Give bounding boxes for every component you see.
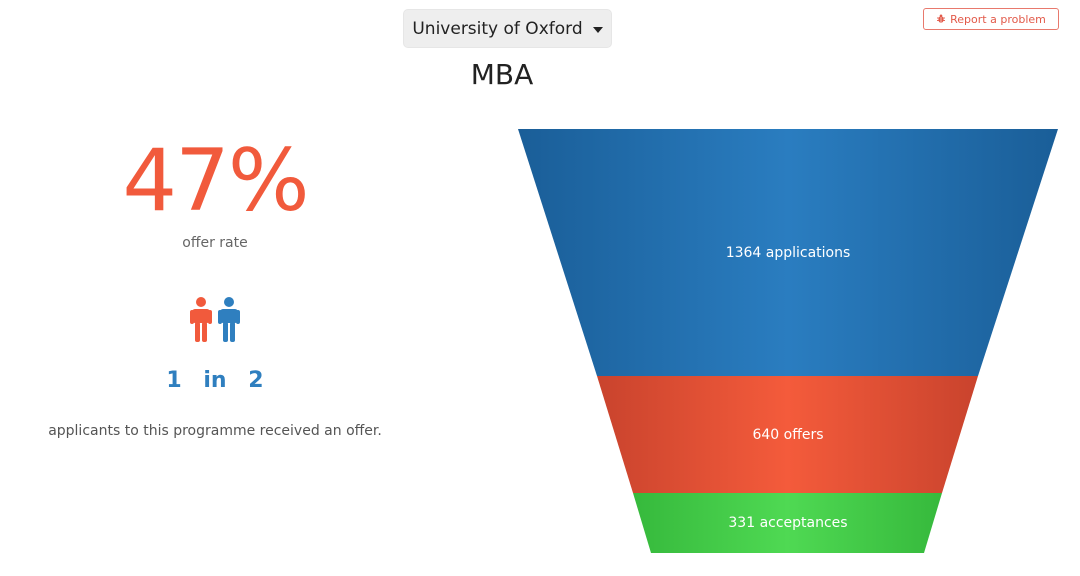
ratio-right: 2 [248, 368, 264, 393]
funnel-label-acceptances: 331 acceptances [728, 515, 847, 531]
funnel-label-applications: 1364 applications [726, 245, 851, 261]
university-dropdown-label: University of Oxford [412, 18, 583, 39]
offer-rate-value: 47% [122, 131, 309, 231]
offer-rate-label: offer rate [182, 235, 248, 251]
funnel-stage-applications [518, 129, 1058, 376]
offer-caption: applicants to this programme received an… [48, 423, 382, 439]
university-dropdown[interactable]: University of Oxford [403, 9, 612, 48]
funnel-stage-acceptances [633, 493, 942, 553]
people-icon [190, 297, 240, 342]
bug-icon [937, 14, 946, 23]
ratio-mid: in [203, 368, 227, 393]
ratio-left: 1 [166, 368, 182, 393]
funnel-stage-offers [597, 376, 978, 493]
report-problem-button[interactable]: Report a problem [923, 8, 1059, 30]
caret-down-icon [592, 26, 603, 33]
programme-title: MBA [470, 58, 534, 91]
funnel-label-offers: 640 offers [752, 427, 823, 443]
ratio-text: 1 in 2 [115, 368, 315, 393]
report-problem-label: Report a problem [950, 12, 1046, 26]
